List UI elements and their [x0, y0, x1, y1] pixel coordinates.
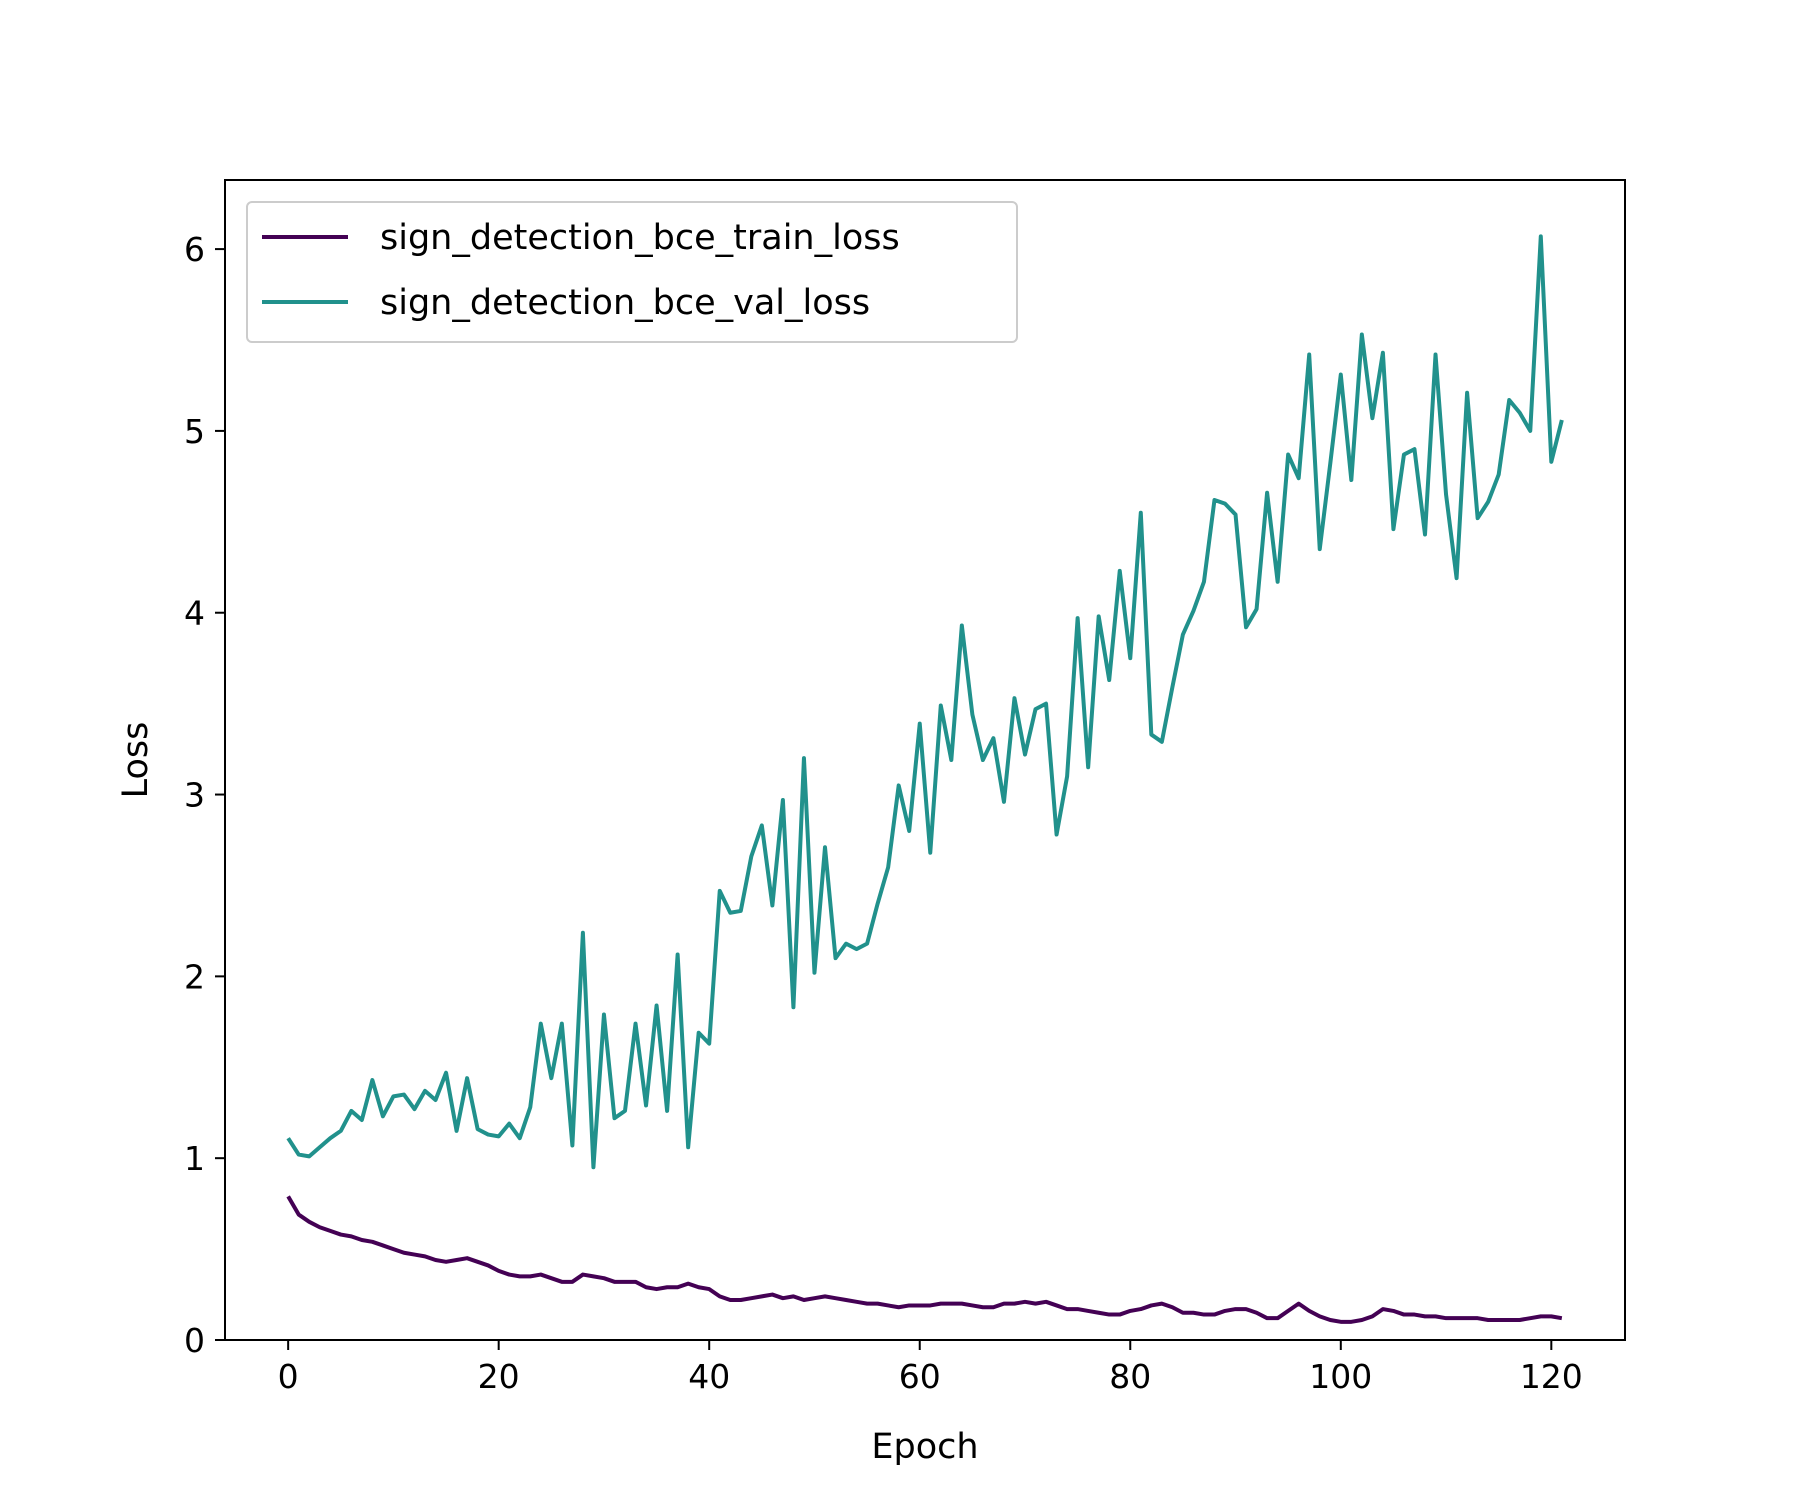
- y-tick-label: 0: [184, 1321, 205, 1360]
- x-tick-label: 120: [1520, 1357, 1583, 1396]
- y-tick-label: 6: [184, 230, 205, 269]
- legend-label-train: sign_detection_bce_train_loss: [380, 218, 900, 258]
- y-axis-label: Loss: [116, 722, 156, 799]
- x-tick-label: 20: [478, 1357, 520, 1396]
- x-tick-label: 60: [899, 1357, 941, 1396]
- x-tick-label: 0: [278, 1357, 299, 1396]
- y-axis-ticks: 0 1 2 3 4 5 6: [184, 230, 225, 1360]
- axes-frame: [224, 179, 1626, 1341]
- legend-box: [246, 201, 1018, 343]
- y-tick-label: 2: [184, 957, 205, 996]
- x-axis-ticks: 0 20 40 60 80 100 120: [278, 1340, 1583, 1396]
- x-tick-label: 80: [1109, 1357, 1151, 1396]
- series-lines: [286, 234, 1564, 1324]
- y-tick-label: 1: [184, 1139, 205, 1178]
- series-line-0: [286, 1195, 1563, 1324]
- y-tick-label: 4: [184, 594, 205, 633]
- x-tick-label: 40: [688, 1357, 730, 1396]
- legend: sign_detection_bce_train_loss sign_detec…: [246, 201, 1018, 343]
- y-tick-label: 3: [184, 776, 205, 815]
- series-line-1: [286, 234, 1564, 1170]
- plot-area: [225, 180, 1625, 1340]
- y-tick-label: 5: [184, 412, 205, 451]
- x-axis-label: Epoch: [871, 1427, 978, 1467]
- x-tick-label: 100: [1309, 1357, 1372, 1396]
- legend-label-val: sign_detection_bce_val_loss: [380, 283, 870, 323]
